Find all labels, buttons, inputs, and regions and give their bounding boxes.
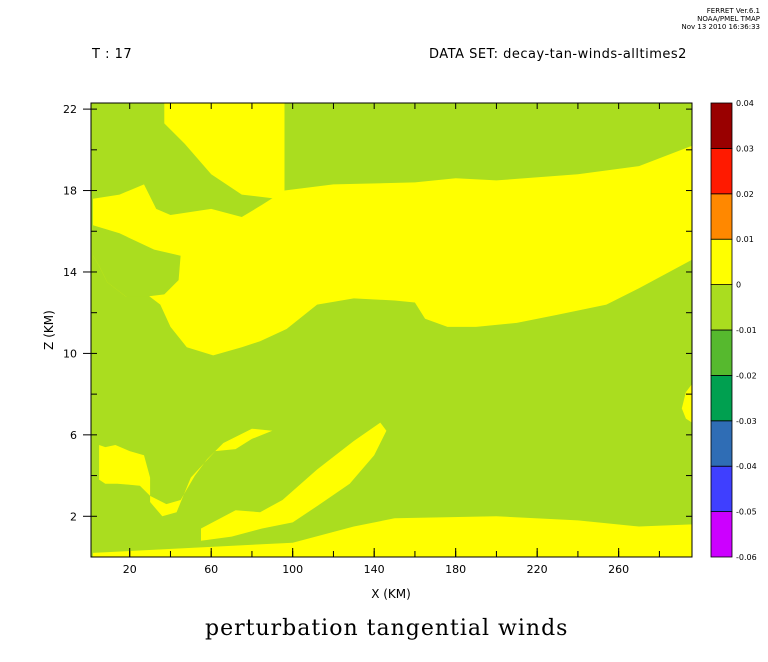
plot-area <box>91 103 692 557</box>
colorbar-swatch <box>710 193 733 240</box>
stamp-line-2: NOAA/PMEL TMAP <box>697 15 760 23</box>
colorbar-label: 0.04 <box>736 99 754 108</box>
x-tick-label: 140 <box>364 563 385 576</box>
region-positive-lower-left-blob <box>99 428 273 517</box>
colorbar-swatch <box>710 420 733 467</box>
x-tick-label: 60 <box>204 563 218 576</box>
colorbar-label: 0.02 <box>736 190 754 199</box>
colorbar-label: -0.05 <box>736 508 757 517</box>
plot-frame <box>90 102 693 558</box>
colorbar-label: -0.06 <box>736 553 757 562</box>
colorbar-swatch <box>710 374 733 422</box>
colorbar-label: 0 <box>736 281 741 290</box>
colorbar-swatch <box>710 147 733 195</box>
stamp-line-1: FERRET Ver.6.1 <box>706 7 760 15</box>
y-axis-label: Z (KM) <box>42 310 56 350</box>
x-tick-label: 220 <box>527 563 548 576</box>
time-label: T : 17 <box>92 47 133 62</box>
axes: 20 60 100 140 180 220 260 2 6 10 14 18 22 <box>63 103 692 576</box>
colorbar-label: -0.04 <box>736 462 757 471</box>
colorbar-swatch <box>710 238 733 285</box>
colorbar-label: -0.02 <box>736 371 757 380</box>
x-tick-label: 180 <box>445 563 466 576</box>
y-tick-label: 2 <box>70 510 77 523</box>
colorbar-swatch <box>710 102 733 149</box>
x-tick-label: 20 <box>123 563 137 576</box>
y-tick-label: 10 <box>63 347 77 360</box>
y-tick-label: 6 <box>70 429 77 442</box>
colorbar-swatch <box>710 284 733 331</box>
colorbar-label: -0.01 <box>736 326 757 335</box>
y-tick-label: 22 <box>63 103 77 116</box>
x-tick-label: 100 <box>282 563 303 576</box>
region-negative-left-patch <box>93 225 181 297</box>
colorbar-label: 0.03 <box>736 144 754 153</box>
x-axis-label: X (KM) <box>371 587 411 601</box>
dataset-label: DATA SET: decay-tan-winds-alltimes2 <box>429 47 687 62</box>
colorbar-swatch <box>710 511 733 558</box>
y-tick-label: 14 <box>63 266 77 279</box>
region-positive-upper-band <box>93 145 692 356</box>
colorbar-label: -0.03 <box>736 417 757 426</box>
x-tick-label: 260 <box>608 563 629 576</box>
colorbar-swatch <box>710 329 733 376</box>
colorbar-swatch <box>710 465 733 513</box>
colorbar-label: 0.01 <box>736 235 754 244</box>
region-positive-tongue <box>201 422 387 541</box>
y-tick-label: 18 <box>63 185 77 198</box>
region-positive-lower-band <box>93 516 692 557</box>
chart-title: perturbation tangential winds <box>205 616 569 641</box>
region-positive-top <box>164 103 285 199</box>
colorbar: -0.06 -0.05 -0.04 -0.03 -0.02 -0.01 0 0.01 0.02 0… <box>710 99 757 562</box>
stamp-line-3: Nov 13 2010 16:36:33 <box>681 23 761 31</box>
software-stamp: FERRET Ver.6.1 NOAA/PMEL TMAP Nov 13 201… <box>682 7 761 31</box>
